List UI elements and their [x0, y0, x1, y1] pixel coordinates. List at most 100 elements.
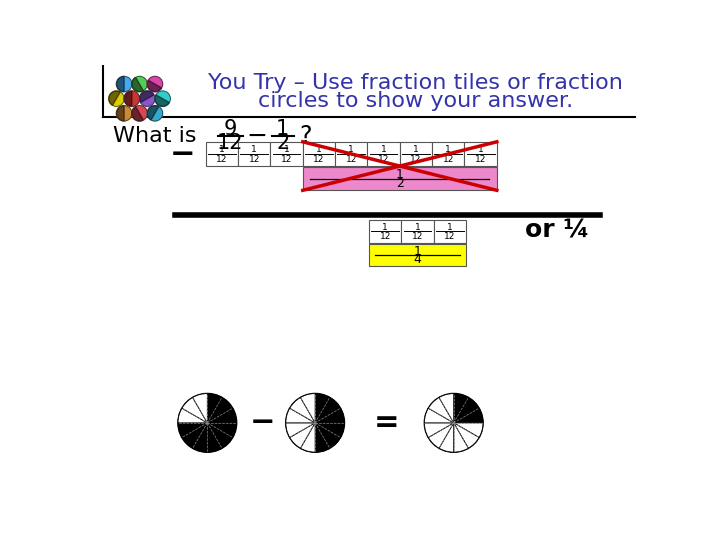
Wedge shape — [428, 423, 454, 448]
Text: 1: 1 — [219, 145, 225, 154]
Text: 12: 12 — [412, 233, 423, 241]
Wedge shape — [454, 423, 468, 452]
Text: 12: 12 — [379, 233, 391, 241]
Text: 12: 12 — [410, 155, 422, 164]
Wedge shape — [315, 408, 344, 423]
Text: 1: 1 — [284, 145, 289, 154]
Bar — [369, 220, 401, 244]
Wedge shape — [109, 91, 120, 105]
Bar — [206, 142, 238, 166]
Bar — [238, 142, 271, 166]
Text: ?: ? — [300, 124, 312, 148]
Wedge shape — [454, 423, 483, 437]
Bar — [433, 220, 466, 244]
Text: 12: 12 — [475, 155, 486, 164]
Bar — [369, 244, 466, 266]
Text: 2: 2 — [396, 177, 404, 190]
Wedge shape — [286, 423, 315, 437]
Text: 12: 12 — [444, 233, 456, 241]
Text: 1: 1 — [276, 119, 289, 139]
Bar — [335, 142, 367, 166]
Bar — [464, 142, 497, 166]
Text: or ¼: or ¼ — [526, 218, 590, 242]
Wedge shape — [425, 408, 454, 423]
Wedge shape — [117, 76, 124, 92]
Text: −: − — [170, 140, 195, 168]
Bar — [367, 142, 400, 166]
Wedge shape — [207, 394, 222, 423]
Wedge shape — [454, 423, 479, 448]
Text: You Try – Use fraction tiles or fraction: You Try – Use fraction tiles or fraction — [208, 73, 623, 93]
Text: 1: 1 — [382, 223, 388, 232]
Circle shape — [148, 76, 163, 92]
Circle shape — [155, 91, 171, 106]
Text: 1: 1 — [446, 145, 451, 154]
Text: 1: 1 — [447, 223, 453, 232]
Circle shape — [117, 106, 132, 121]
Text: 1: 1 — [381, 145, 387, 154]
Text: 1: 1 — [396, 168, 404, 181]
Wedge shape — [315, 423, 344, 437]
Wedge shape — [454, 397, 479, 423]
Wedge shape — [207, 423, 222, 452]
Wedge shape — [315, 394, 330, 423]
Text: 12: 12 — [313, 155, 325, 164]
Wedge shape — [148, 106, 159, 120]
Wedge shape — [315, 423, 330, 452]
Bar — [271, 142, 303, 166]
Wedge shape — [182, 423, 207, 448]
Wedge shape — [132, 77, 143, 92]
Circle shape — [109, 91, 124, 106]
Bar — [400, 142, 432, 166]
Text: 1: 1 — [478, 145, 484, 154]
Text: 12: 12 — [378, 155, 390, 164]
Wedge shape — [300, 423, 315, 452]
Text: 2: 2 — [276, 133, 289, 153]
Text: 9: 9 — [224, 119, 237, 139]
Circle shape — [148, 106, 163, 121]
Wedge shape — [207, 408, 237, 423]
Circle shape — [124, 91, 140, 106]
Wedge shape — [148, 80, 161, 92]
Wedge shape — [207, 423, 237, 437]
Bar — [303, 167, 497, 190]
Circle shape — [132, 76, 147, 92]
Bar — [401, 220, 433, 244]
Circle shape — [132, 106, 147, 121]
Wedge shape — [193, 394, 207, 423]
Circle shape — [178, 394, 237, 452]
Text: −: − — [250, 408, 276, 437]
Wedge shape — [140, 91, 154, 103]
Text: −: − — [247, 124, 268, 148]
Text: 1: 1 — [251, 145, 257, 154]
Circle shape — [425, 394, 483, 452]
Text: 12: 12 — [443, 155, 454, 164]
Text: 1: 1 — [348, 145, 354, 154]
Wedge shape — [454, 394, 468, 423]
Wedge shape — [454, 408, 483, 423]
Wedge shape — [155, 95, 169, 106]
Wedge shape — [182, 397, 207, 423]
Circle shape — [117, 76, 132, 92]
Bar — [432, 142, 464, 166]
Circle shape — [140, 91, 155, 106]
Text: 12: 12 — [346, 155, 357, 164]
Wedge shape — [428, 397, 454, 423]
Text: 1: 1 — [413, 245, 421, 258]
Wedge shape — [315, 397, 341, 423]
Text: 1: 1 — [413, 145, 419, 154]
Wedge shape — [439, 423, 454, 452]
Text: 12: 12 — [217, 133, 243, 153]
Bar — [303, 142, 335, 166]
Wedge shape — [300, 394, 315, 423]
Wedge shape — [289, 397, 315, 423]
Wedge shape — [124, 91, 132, 106]
Text: circles to show your answer.: circles to show your answer. — [258, 91, 573, 111]
Wedge shape — [178, 408, 207, 423]
Wedge shape — [117, 106, 124, 121]
Wedge shape — [193, 423, 207, 452]
Wedge shape — [178, 423, 207, 437]
Wedge shape — [289, 423, 315, 448]
Text: 1: 1 — [316, 145, 322, 154]
Wedge shape — [207, 397, 233, 423]
